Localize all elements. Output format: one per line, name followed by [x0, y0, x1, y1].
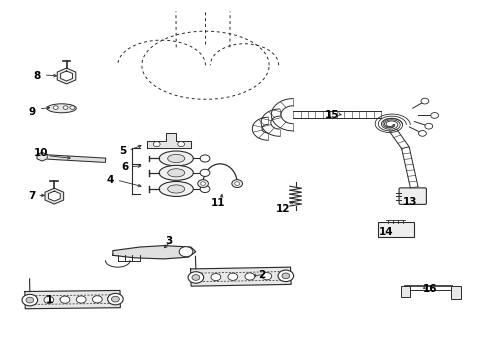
Circle shape [197, 180, 208, 188]
Polygon shape [147, 134, 190, 148]
Circle shape [153, 141, 160, 147]
Text: 5: 5 [119, 146, 126, 156]
Circle shape [227, 273, 237, 280]
Circle shape [192, 275, 200, 280]
Circle shape [200, 169, 209, 176]
Circle shape [111, 296, 119, 302]
Polygon shape [45, 188, 63, 204]
Circle shape [22, 294, 38, 306]
Circle shape [278, 270, 293, 282]
Circle shape [200, 185, 209, 193]
Circle shape [262, 273, 271, 280]
Text: 13: 13 [402, 197, 417, 207]
Circle shape [231, 180, 242, 188]
Ellipse shape [159, 165, 193, 180]
FancyBboxPatch shape [398, 188, 426, 204]
Circle shape [234, 182, 239, 185]
Text: 4: 4 [106, 175, 114, 185]
Circle shape [177, 141, 184, 147]
Text: 10: 10 [33, 148, 48, 158]
Circle shape [420, 98, 428, 104]
Circle shape [60, 296, 70, 303]
Circle shape [63, 106, 68, 109]
Text: 2: 2 [257, 270, 264, 280]
Text: 16: 16 [422, 284, 436, 294]
Text: 8: 8 [34, 71, 41, 81]
Ellipse shape [159, 181, 193, 197]
Polygon shape [61, 71, 72, 81]
Circle shape [210, 274, 220, 281]
Text: 6: 6 [121, 162, 128, 172]
Ellipse shape [159, 151, 193, 166]
Circle shape [26, 297, 34, 303]
Circle shape [107, 293, 123, 305]
Circle shape [188, 272, 203, 283]
Circle shape [76, 296, 86, 303]
Circle shape [53, 106, 58, 109]
Circle shape [430, 113, 438, 118]
Bar [450, 286, 461, 300]
FancyBboxPatch shape [377, 222, 413, 237]
Text: 1: 1 [46, 295, 53, 305]
Text: 3: 3 [165, 236, 172, 246]
Ellipse shape [47, 104, 76, 113]
Circle shape [282, 273, 289, 279]
Ellipse shape [167, 185, 184, 193]
Text: 7: 7 [29, 191, 36, 201]
Polygon shape [57, 68, 76, 84]
Text: 14: 14 [378, 227, 392, 237]
Circle shape [418, 131, 426, 136]
Circle shape [179, 247, 192, 257]
Ellipse shape [167, 154, 184, 163]
Text: 12: 12 [276, 204, 290, 214]
Polygon shape [25, 291, 120, 309]
Circle shape [92, 296, 102, 303]
Circle shape [424, 123, 432, 129]
Circle shape [70, 106, 75, 109]
Polygon shape [37, 152, 47, 161]
Circle shape [244, 273, 254, 280]
Ellipse shape [167, 169, 184, 177]
Polygon shape [42, 154, 105, 162]
Text: 15: 15 [325, 111, 339, 121]
Circle shape [200, 182, 205, 185]
Circle shape [44, 296, 54, 303]
Text: 9: 9 [29, 107, 36, 117]
Polygon shape [190, 267, 290, 286]
Polygon shape [113, 246, 195, 259]
Polygon shape [48, 191, 60, 201]
Bar [400, 286, 409, 297]
Circle shape [200, 155, 209, 162]
Text: 11: 11 [210, 198, 224, 208]
